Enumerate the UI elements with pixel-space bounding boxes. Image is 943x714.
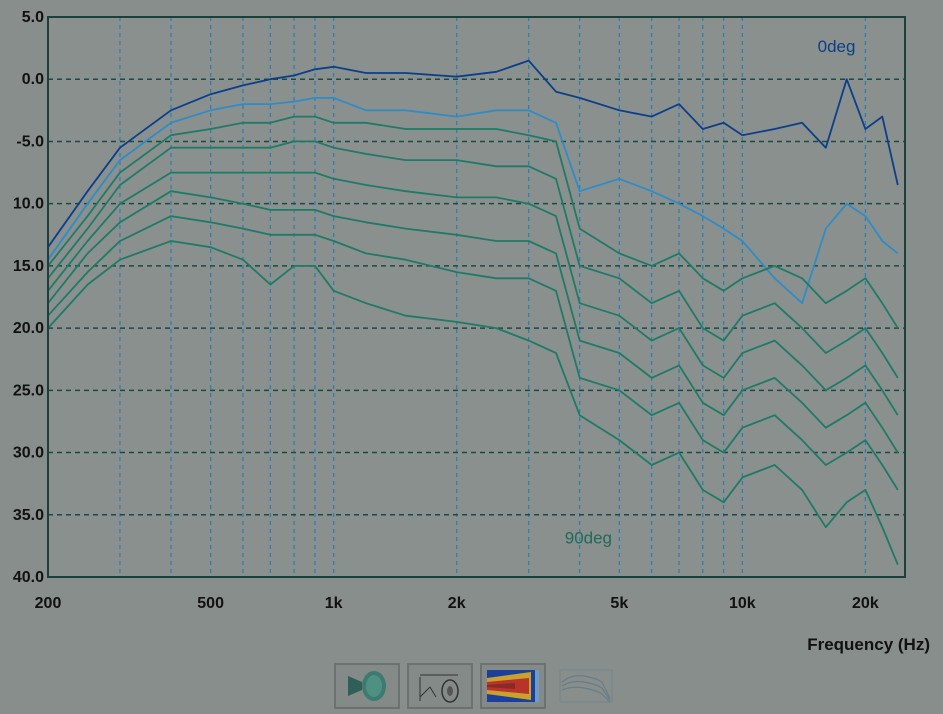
response-curve-3 bbox=[47, 140, 899, 379]
y-tick-label: 40.0 bbox=[13, 569, 44, 586]
y-tick-label: 0.0 bbox=[22, 71, 44, 88]
chart-canvas: 5.0 0.0 -5.0 10.0 15.0 20.0 25.0 30.0 35.0 40.0 20… bbox=[13, 9, 930, 654]
horn-driver-icon bbox=[348, 671, 386, 701]
sonogram-icon bbox=[487, 670, 539, 702]
x-tick-label: 20k bbox=[852, 595, 879, 612]
y-tick-label: 30.0 bbox=[13, 445, 44, 462]
y-tick-label: 20.0 bbox=[13, 320, 44, 337]
horn-driver-button[interactable] bbox=[334, 663, 400, 709]
x-tick-label: 1k bbox=[325, 595, 343, 612]
curve-annotation: 90deg bbox=[565, 528, 612, 547]
curve-annotation: 0deg bbox=[818, 37, 856, 56]
x-tick-label: 200 bbox=[35, 595, 62, 612]
response-curve-0 bbox=[47, 59, 899, 248]
response-curve-7 bbox=[47, 240, 899, 565]
x-tick-label: 500 bbox=[197, 595, 224, 612]
view-toolbar bbox=[334, 663, 619, 713]
response-curve-6 bbox=[47, 215, 899, 491]
measurement-setup-button[interactable] bbox=[407, 663, 473, 709]
x-axis-label: Frequency (Hz) bbox=[807, 635, 930, 654]
response-curve-4 bbox=[47, 171, 899, 416]
y-tick-label: -5.0 bbox=[16, 133, 44, 150]
y-tick-label: 35.0 bbox=[13, 507, 44, 524]
measurement-setup-icon bbox=[419, 674, 459, 703]
y-tick-label: 15.0 bbox=[13, 258, 44, 275]
response-graph-button[interactable] bbox=[553, 663, 619, 709]
response-curve-5 bbox=[47, 190, 899, 454]
x-tick-label: 5k bbox=[610, 595, 628, 612]
response-curve-1 bbox=[47, 97, 899, 305]
sonogram-button[interactable] bbox=[480, 663, 546, 709]
y-tick-label: 10.0 bbox=[13, 196, 44, 213]
x-tick-label: 2k bbox=[448, 595, 466, 612]
plot-area bbox=[48, 17, 905, 577]
response-curve-2 bbox=[47, 115, 899, 329]
plot-frame bbox=[47, 16, 906, 578]
y-tick-label: 25.0 bbox=[13, 382, 44, 399]
y-tick-label: 5.0 bbox=[22, 9, 44, 26]
response-graph-icon bbox=[559, 669, 613, 703]
x-tick-label: 10k bbox=[729, 595, 756, 612]
